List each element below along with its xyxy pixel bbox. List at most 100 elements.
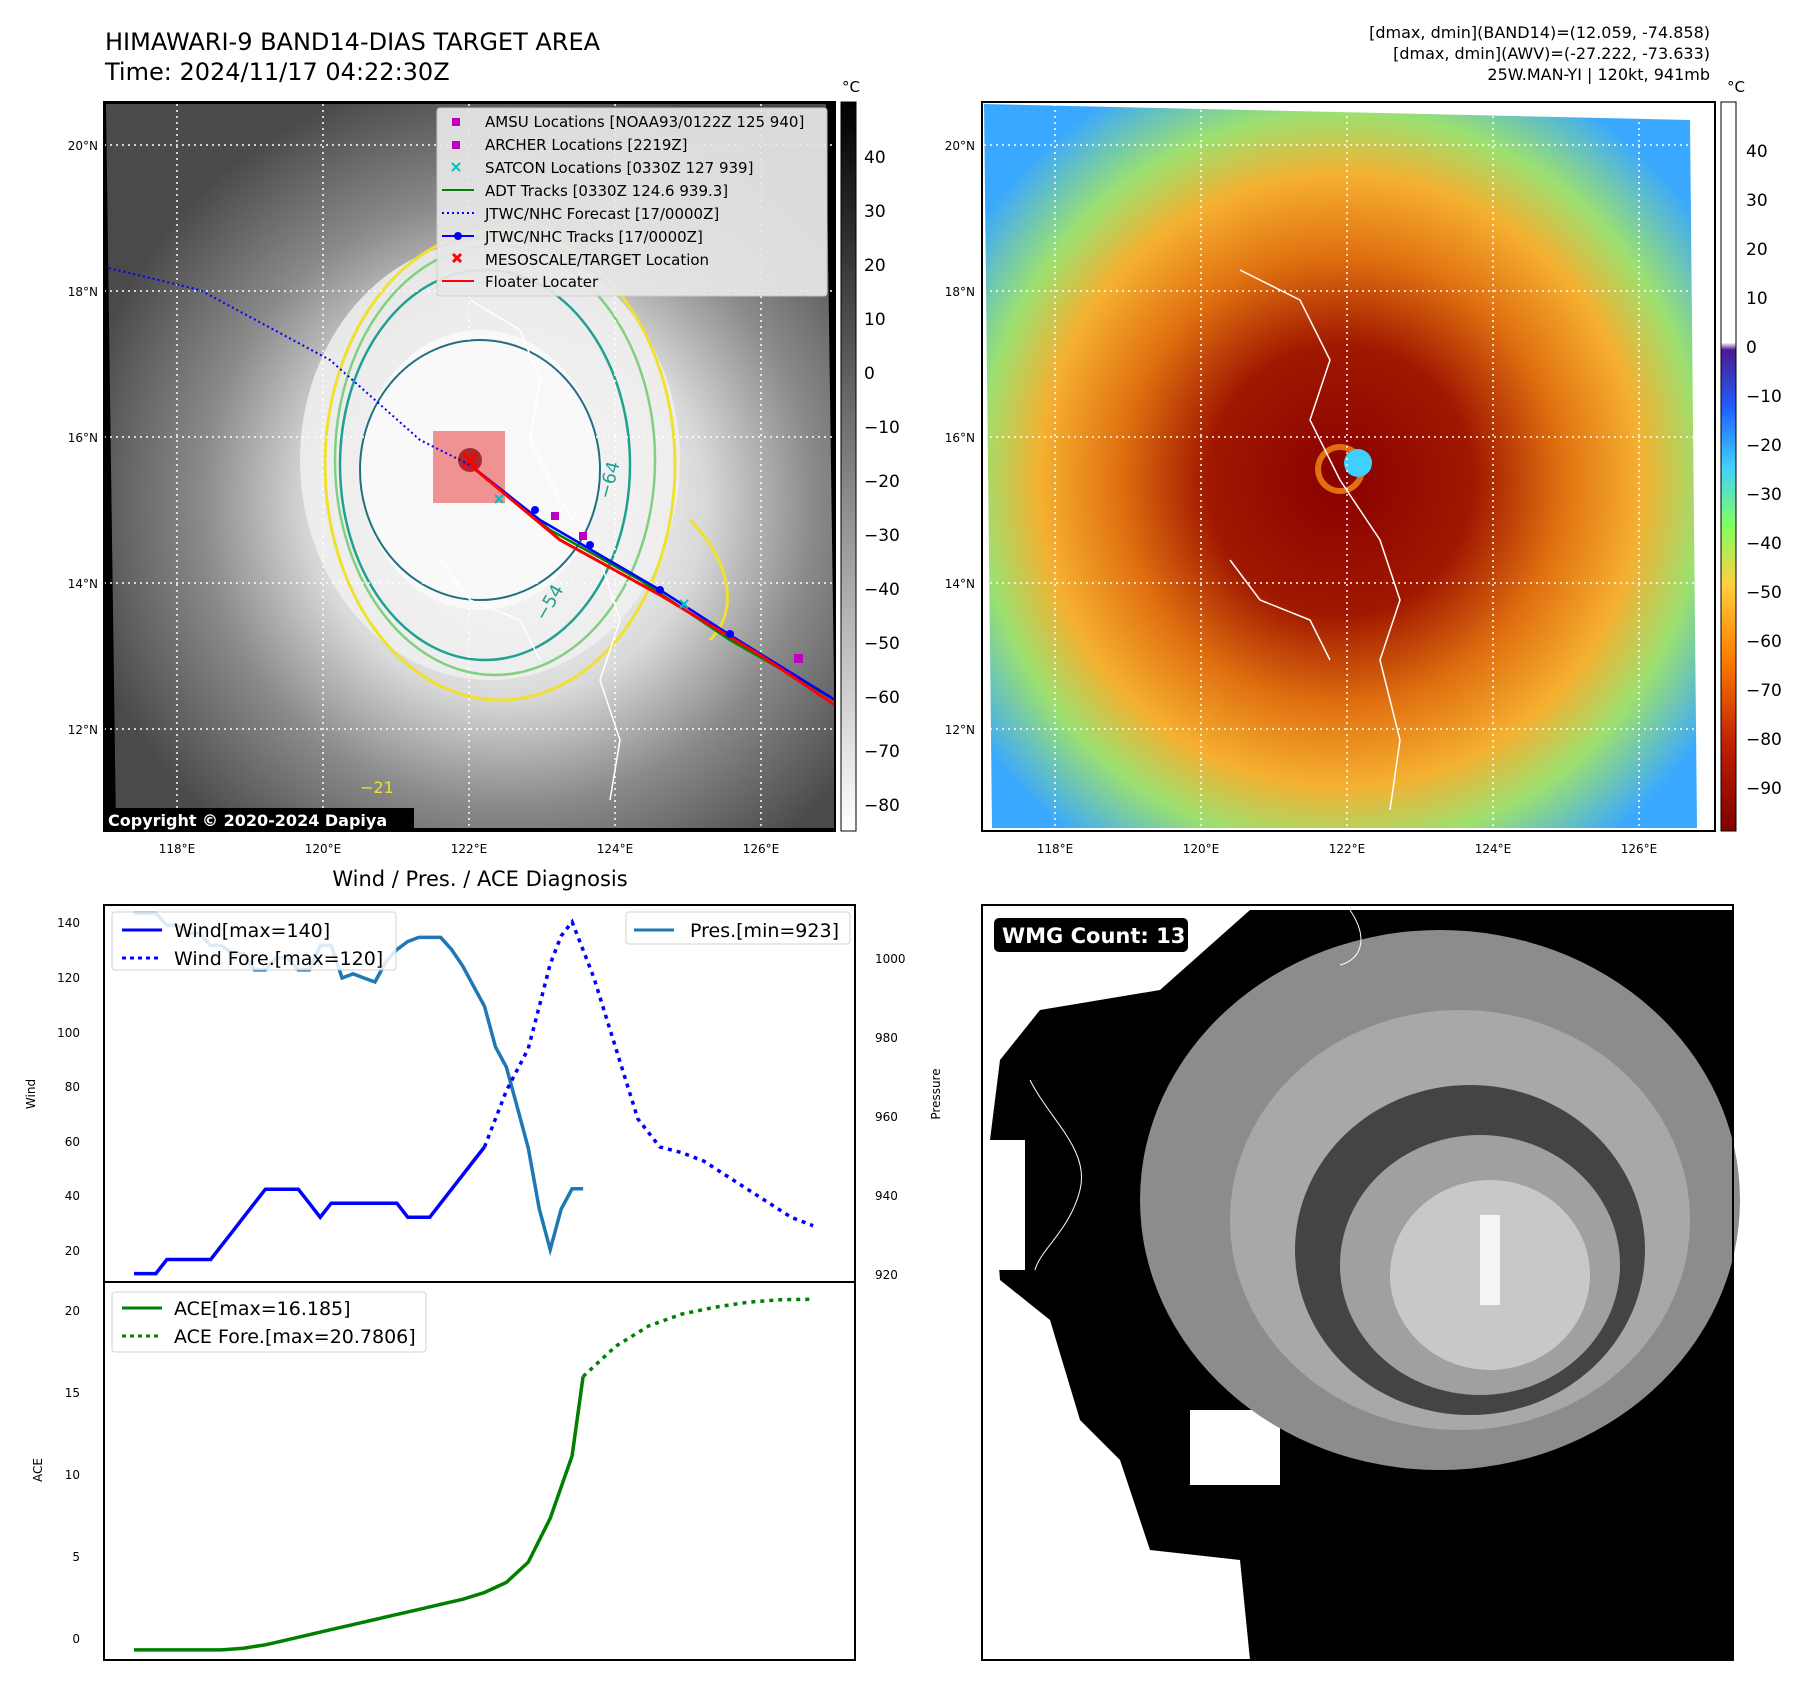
ir-legend-box [436, 107, 828, 297]
ace-chart: ACE 0 5 10 15 20 ACE[max=16.185] ACE For… [31, 1281, 856, 1661]
ace-axis-label: ACE [31, 1458, 45, 1482]
legend-marker-satcon [451, 162, 461, 172]
awv-lon-118: 118°E [1037, 842, 1074, 856]
wind-tick-100: 100 [57, 1026, 80, 1040]
awv-lon-ticks: 118°E 120°E 122°E 124°E 126°E [1037, 842, 1658, 856]
awv-lon-126: 126°E [1621, 842, 1658, 856]
ir-cb-m40: −40 [864, 580, 900, 600]
awv-eye [1344, 449, 1372, 477]
jtwc-track-points [531, 506, 734, 638]
floater-locater-track [469, 463, 836, 707]
ir-lon-120: 120°E [305, 842, 342, 856]
legend-marker-jtwc-dot [454, 232, 462, 240]
awv-cb-m10: −10 [1746, 387, 1782, 407]
pres-tick-940: 940 [875, 1189, 898, 1203]
awv-cb-m20: −20 [1746, 436, 1782, 456]
awv-cb-m90: −90 [1746, 779, 1782, 799]
wmg-panel: WMG Count: 13 [981, 904, 1740, 1661]
wmg-white-patch-left [985, 1140, 1025, 1270]
awv-cb-40: 40 [1746, 142, 1768, 162]
awv-lat-20: 20°N [945, 139, 975, 153]
ace-forecast-series-line [581, 1297, 814, 1378]
wind-yticks: 20 40 60 80 100 120 140 [57, 916, 80, 1258]
ir-lat-18: 18°N [68, 285, 98, 299]
awv-colorbar-fill [1720, 101, 1737, 832]
awv-cb-m70: −70 [1746, 681, 1782, 701]
awv-satellite-image [984, 104, 1697, 828]
ace-tick-20: 20 [65, 1304, 80, 1318]
legend-label-archer: ARCHER Locations [2219Z] [485, 136, 688, 154]
pres-tick-960: 960 [875, 1110, 898, 1124]
ir-cb-m60: −60 [864, 688, 900, 708]
ir-map-frame [103, 101, 836, 832]
wind-legend-box [111, 911, 397, 971]
awv-map-panel: 20°N 18°N 16°N 14°N 12°N 118°E 120°E 122… [945, 101, 1716, 856]
ir-lat-12: 12°N [68, 723, 98, 737]
jtwc-forecast-track [103, 266, 471, 466]
ir-colorbar-ticks: 40 30 20 10 0 −10 −20 −30 −40 −50 −60 −7… [864, 148, 900, 816]
ace-yticks: 0 5 10 15 20 [65, 1304, 80, 1646]
wind-axis-label: Wind [24, 1079, 38, 1109]
ir-coastline [439, 299, 621, 801]
legend-label-amsu: AMSU Locations [NOAA93/0122Z 125 940] [485, 113, 804, 131]
copyright-box [104, 808, 414, 831]
ir-lat-14: 14°N [68, 577, 98, 591]
pres-legend-box [625, 911, 851, 945]
ace-tick-5: 5 [72, 1550, 80, 1564]
ir-map-panel: −64 −54 −21 Copyright © 2020-2024 Dapiya… [68, 101, 836, 856]
info-line3: 25W.MAN-YI | 120kt, 941mb [1487, 65, 1710, 84]
ace-fore-legend-label: ACE Fore.[max=20.7806] [174, 1326, 416, 1348]
ir-lon-126: 126°E [743, 842, 780, 856]
legend-label-satcon: SATCON Locations [0330Z 127 939] [485, 159, 753, 177]
legend-marker-amsu [452, 118, 460, 126]
awv-lat-ticks: 20°N 18°N 16°N 14°N 12°N [945, 139, 975, 737]
pres-tick-920: 920 [875, 1268, 898, 1282]
awv-lat-12: 12°N [945, 723, 975, 737]
wind-tick-120: 120 [57, 971, 80, 985]
awv-cb-30: 30 [1746, 191, 1768, 211]
amsu-archer-markers [551, 512, 803, 663]
ir-cb-m10: −10 [864, 418, 900, 438]
wind-tick-20: 20 [65, 1244, 80, 1258]
awv-lat-16: 16°N [945, 431, 975, 445]
figure-title-line2: Time: 2024/11/17 04:22:30Z [104, 58, 450, 86]
ace-tick-10: 10 [65, 1468, 80, 1482]
wind-tick-60: 60 [65, 1135, 80, 1149]
ace-legend-box [111, 1291, 427, 1353]
wind-tick-80: 80 [65, 1080, 80, 1094]
info-line2: [dmax, dmin](AWV)=(-27.222, -73.633) [1393, 44, 1710, 63]
wmg-frame [981, 904, 1734, 1661]
info-line1: [dmax, dmin](BAND14)=(12.059, -74.858) [1369, 23, 1710, 42]
ir-cb-m20: −20 [864, 472, 900, 492]
wind-fore-legend-label: Wind Fore.[max=120] [174, 948, 383, 970]
target-location-marker [461, 451, 479, 469]
ace-tick-15: 15 [65, 1386, 80, 1400]
awv-lat-18: 18°N [945, 285, 975, 299]
awv-map-frame [981, 101, 1716, 832]
awv-cb-20: 20 [1746, 240, 1768, 260]
legend-label-floater: Floater Locater [485, 273, 599, 291]
ir-lat-16: 16°N [68, 431, 98, 445]
awv-lon-124: 124°E [1475, 842, 1512, 856]
wmg-count-text: WMG Count: 13 [1002, 924, 1185, 948]
legend-label-adt: ADT Tracks [0330Z 124.6 939.3] [485, 182, 728, 200]
ir-cb-30: 30 [864, 202, 886, 222]
wind-pressure-chart: Wind Pressure 20 40 60 80 100 120 140 92… [24, 904, 943, 1283]
awv-lat-14: 14°N [945, 577, 975, 591]
wmg-eye-bright [1480, 1215, 1500, 1305]
pressure-yticks: 920 940 960 980 1000 [875, 952, 906, 1282]
ace-plot-area [134, 1297, 814, 1652]
ir-cb-m30: −30 [864, 526, 900, 546]
awv-lon-122: 122°E [1329, 842, 1366, 856]
awv-coastline [1229, 269, 1401, 811]
diagnosis-title: Wind / Pres. / ACE Diagnosis [332, 867, 627, 891]
awv-cb-m40: −40 [1746, 534, 1782, 554]
copyright-text: Copyright © 2020-2024 Dapiya [108, 811, 387, 830]
ace-tick-0: 0 [72, 1632, 80, 1646]
awv-cb-m50: −50 [1746, 583, 1782, 603]
ir-lat-ticks: 20°N 18°N 16°N 14°N 12°N [68, 139, 98, 737]
ir-colorbar: °C 40 30 20 10 0 −10 −20 −30 −40 −50 −60… [840, 78, 900, 832]
figure-title-line1: HIMAWARI-9 BAND14-DIAS TARGET AREA [105, 28, 601, 56]
pres-legend-label: Pres.[min=923] [690, 920, 839, 942]
wmg-count-badge [994, 918, 1188, 952]
